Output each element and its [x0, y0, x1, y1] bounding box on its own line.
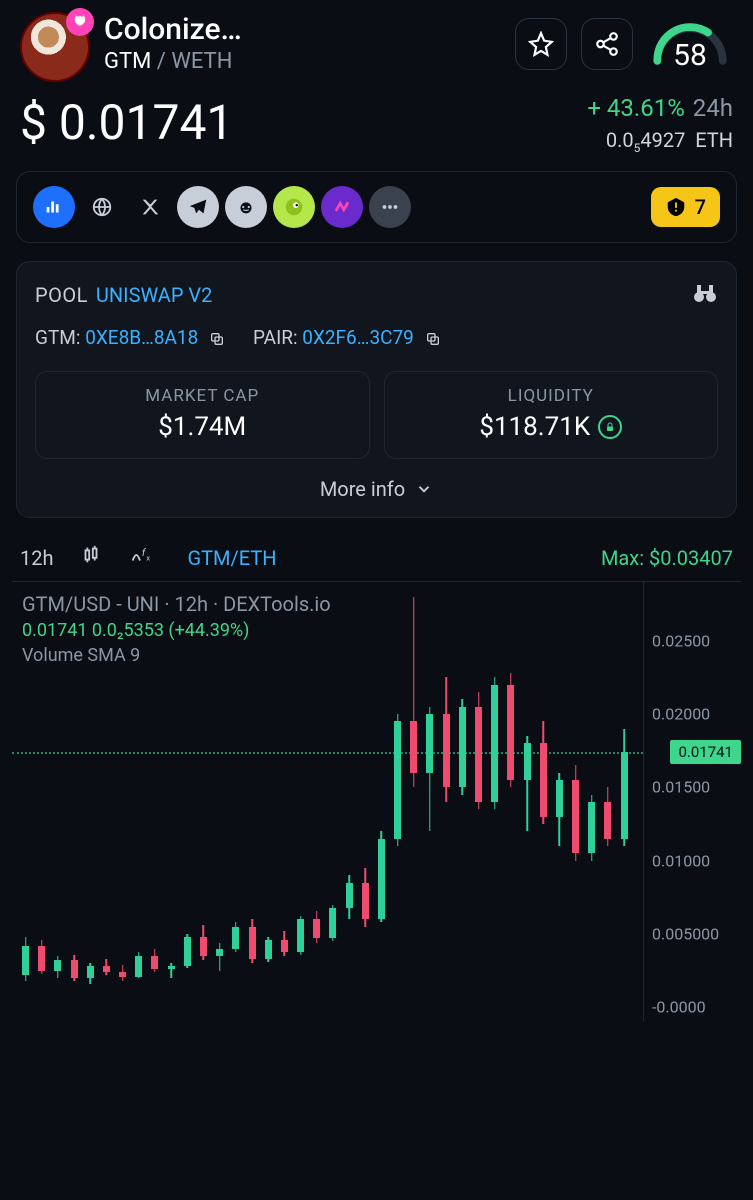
pool-exchange-link[interactable]: UNISWAP V2: [96, 283, 212, 307]
warnings-chip[interactable]: 7: [651, 187, 720, 227]
token-pair: GTM / WETH: [104, 49, 501, 74]
copy-pair-icon[interactable]: [425, 331, 441, 347]
chart-max-label: Max: $0.03407: [601, 546, 733, 570]
chart-box[interactable]: GTM/USD - UNI · 12h · DEXTools.io 0.0174…: [12, 581, 741, 1021]
more-icon[interactable]: [369, 186, 411, 228]
price-eth: 0.054927 ETH: [587, 128, 733, 155]
warnings-count: 7: [695, 195, 706, 219]
chart-pair-button[interactable]: GTM/ETH: [188, 546, 277, 570]
chart-meta-line2: 0.01741 0.0₂5353 (+44.39%): [22, 620, 331, 641]
pair-address: PAIR: 0X2F6…3C79: [253, 326, 441, 349]
current-price-tag: 0.01741: [670, 740, 741, 764]
svg-text:x: x: [146, 554, 150, 563]
marketcap-box: MARKET CAP $1.74M: [35, 371, 370, 459]
price-change: + 43.61%24h: [587, 94, 733, 122]
chart-y-axis: 0.025000.020000.015000.010000.005000-0.0…: [643, 582, 741, 1021]
token-avatar: [20, 12, 90, 82]
website-icon[interactable]: [81, 186, 123, 228]
reddit-icon[interactable]: [225, 186, 267, 228]
liquidity-box: LIQUIDITY $118.71K: [384, 371, 719, 459]
token-name: Colonize…: [104, 12, 501, 47]
chart-toolbar: 12h fx GTM/ETH Max: $0.03407: [12, 530, 741, 581]
score-value: 58: [647, 38, 733, 73]
candle-type-icon[interactable]: [80, 544, 102, 571]
partner-icon[interactable]: [321, 186, 363, 228]
timeframe-button[interactable]: 12h: [20, 546, 54, 570]
indicators-icon[interactable]: fx: [128, 544, 152, 571]
twitter-x-icon[interactable]: [129, 186, 171, 228]
copy-token-icon[interactable]: [209, 331, 225, 347]
binoculars-icon[interactable]: [692, 282, 718, 308]
more-info-button[interactable]: More info: [35, 459, 718, 517]
lock-icon: [598, 415, 622, 439]
price-main: $ 0.01741: [20, 94, 587, 151]
telegram-icon[interactable]: [177, 186, 219, 228]
share-button[interactable]: [581, 18, 633, 70]
score-gauge[interactable]: 58: [647, 12, 733, 84]
exchange-badge-icon: [66, 8, 94, 36]
favorite-button[interactable]: [515, 18, 567, 70]
chart-meta-line3: Volume SMA 9: [22, 645, 331, 666]
dextools-icon[interactable]: [33, 186, 75, 228]
pool-label: POOL: [35, 283, 88, 307]
token-address: GTM: 0XE8B…8A18: [35, 326, 225, 349]
socials-card: 7: [16, 171, 737, 243]
chart-meta-line1: GTM/USD - UNI · 12h · DEXTools.io: [22, 592, 331, 616]
coingecko-icon[interactable]: [273, 186, 315, 228]
pool-card: POOL UNISWAP V2 GTM: 0XE8B…8A18 PAIR: 0X…: [16, 261, 737, 518]
